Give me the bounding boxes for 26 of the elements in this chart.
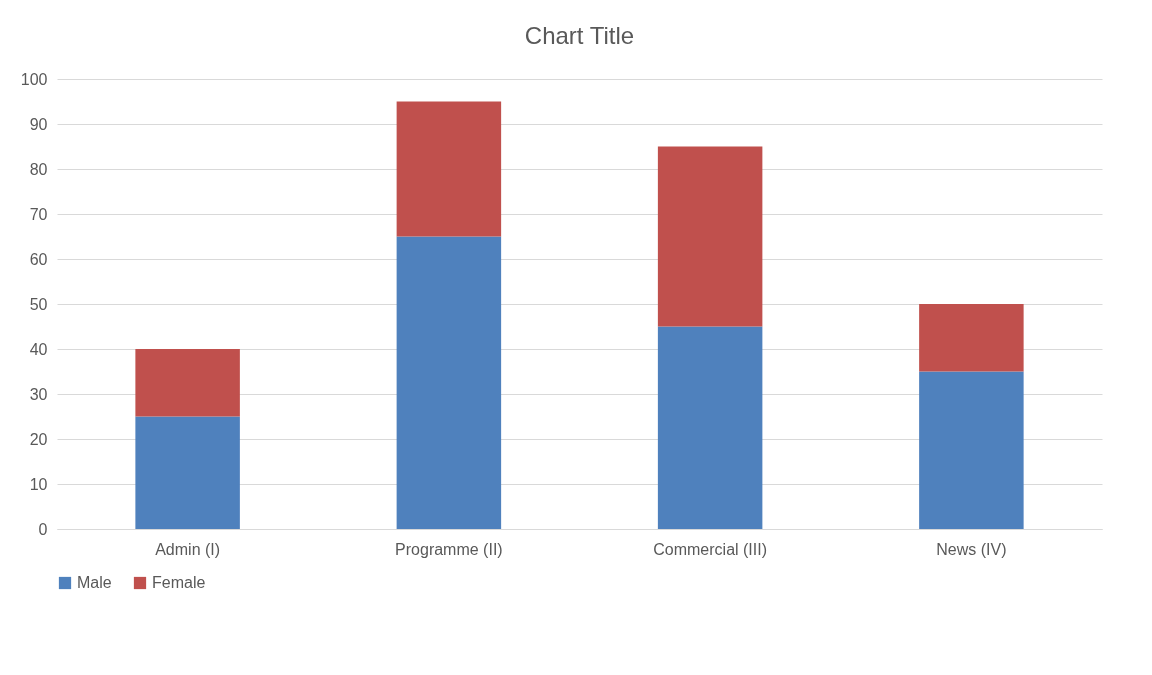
y-tick-label: 0 — [38, 520, 48, 538]
y-tick-label: 30 — [29, 385, 48, 403]
y-tick-label: 40 — [29, 340, 48, 358]
bar — [396, 236, 502, 529]
bar — [135, 416, 240, 529]
y-tick-label: 60 — [29, 250, 48, 268]
y-tick-label: 50 — [29, 295, 48, 313]
y-tick-label: 20 — [29, 430, 48, 448]
legend-label: Male — [77, 574, 112, 591]
y-tick-label: 70 — [29, 205, 48, 223]
y-tick-label: 100 — [20, 70, 48, 88]
bar — [657, 146, 763, 327]
x-tick-label: Admin (I) — [155, 540, 221, 558]
bar — [919, 371, 1024, 529]
x-tick-label: Programme (II) — [395, 540, 503, 558]
bar — [135, 349, 240, 417]
y-tick-label: 90 — [29, 115, 48, 133]
bar — [396, 101, 502, 237]
bar — [919, 304, 1024, 372]
legend-label: Female — [152, 574, 206, 591]
bar — [657, 326, 763, 529]
chart-title: Chart Title — [524, 22, 635, 49]
y-tick-label: 10 — [29, 475, 48, 493]
x-tick-label: News (IV) — [936, 540, 1007, 558]
x-tick-label: Commercial (III) — [653, 540, 768, 558]
y-tick-label: 80 — [29, 160, 48, 178]
